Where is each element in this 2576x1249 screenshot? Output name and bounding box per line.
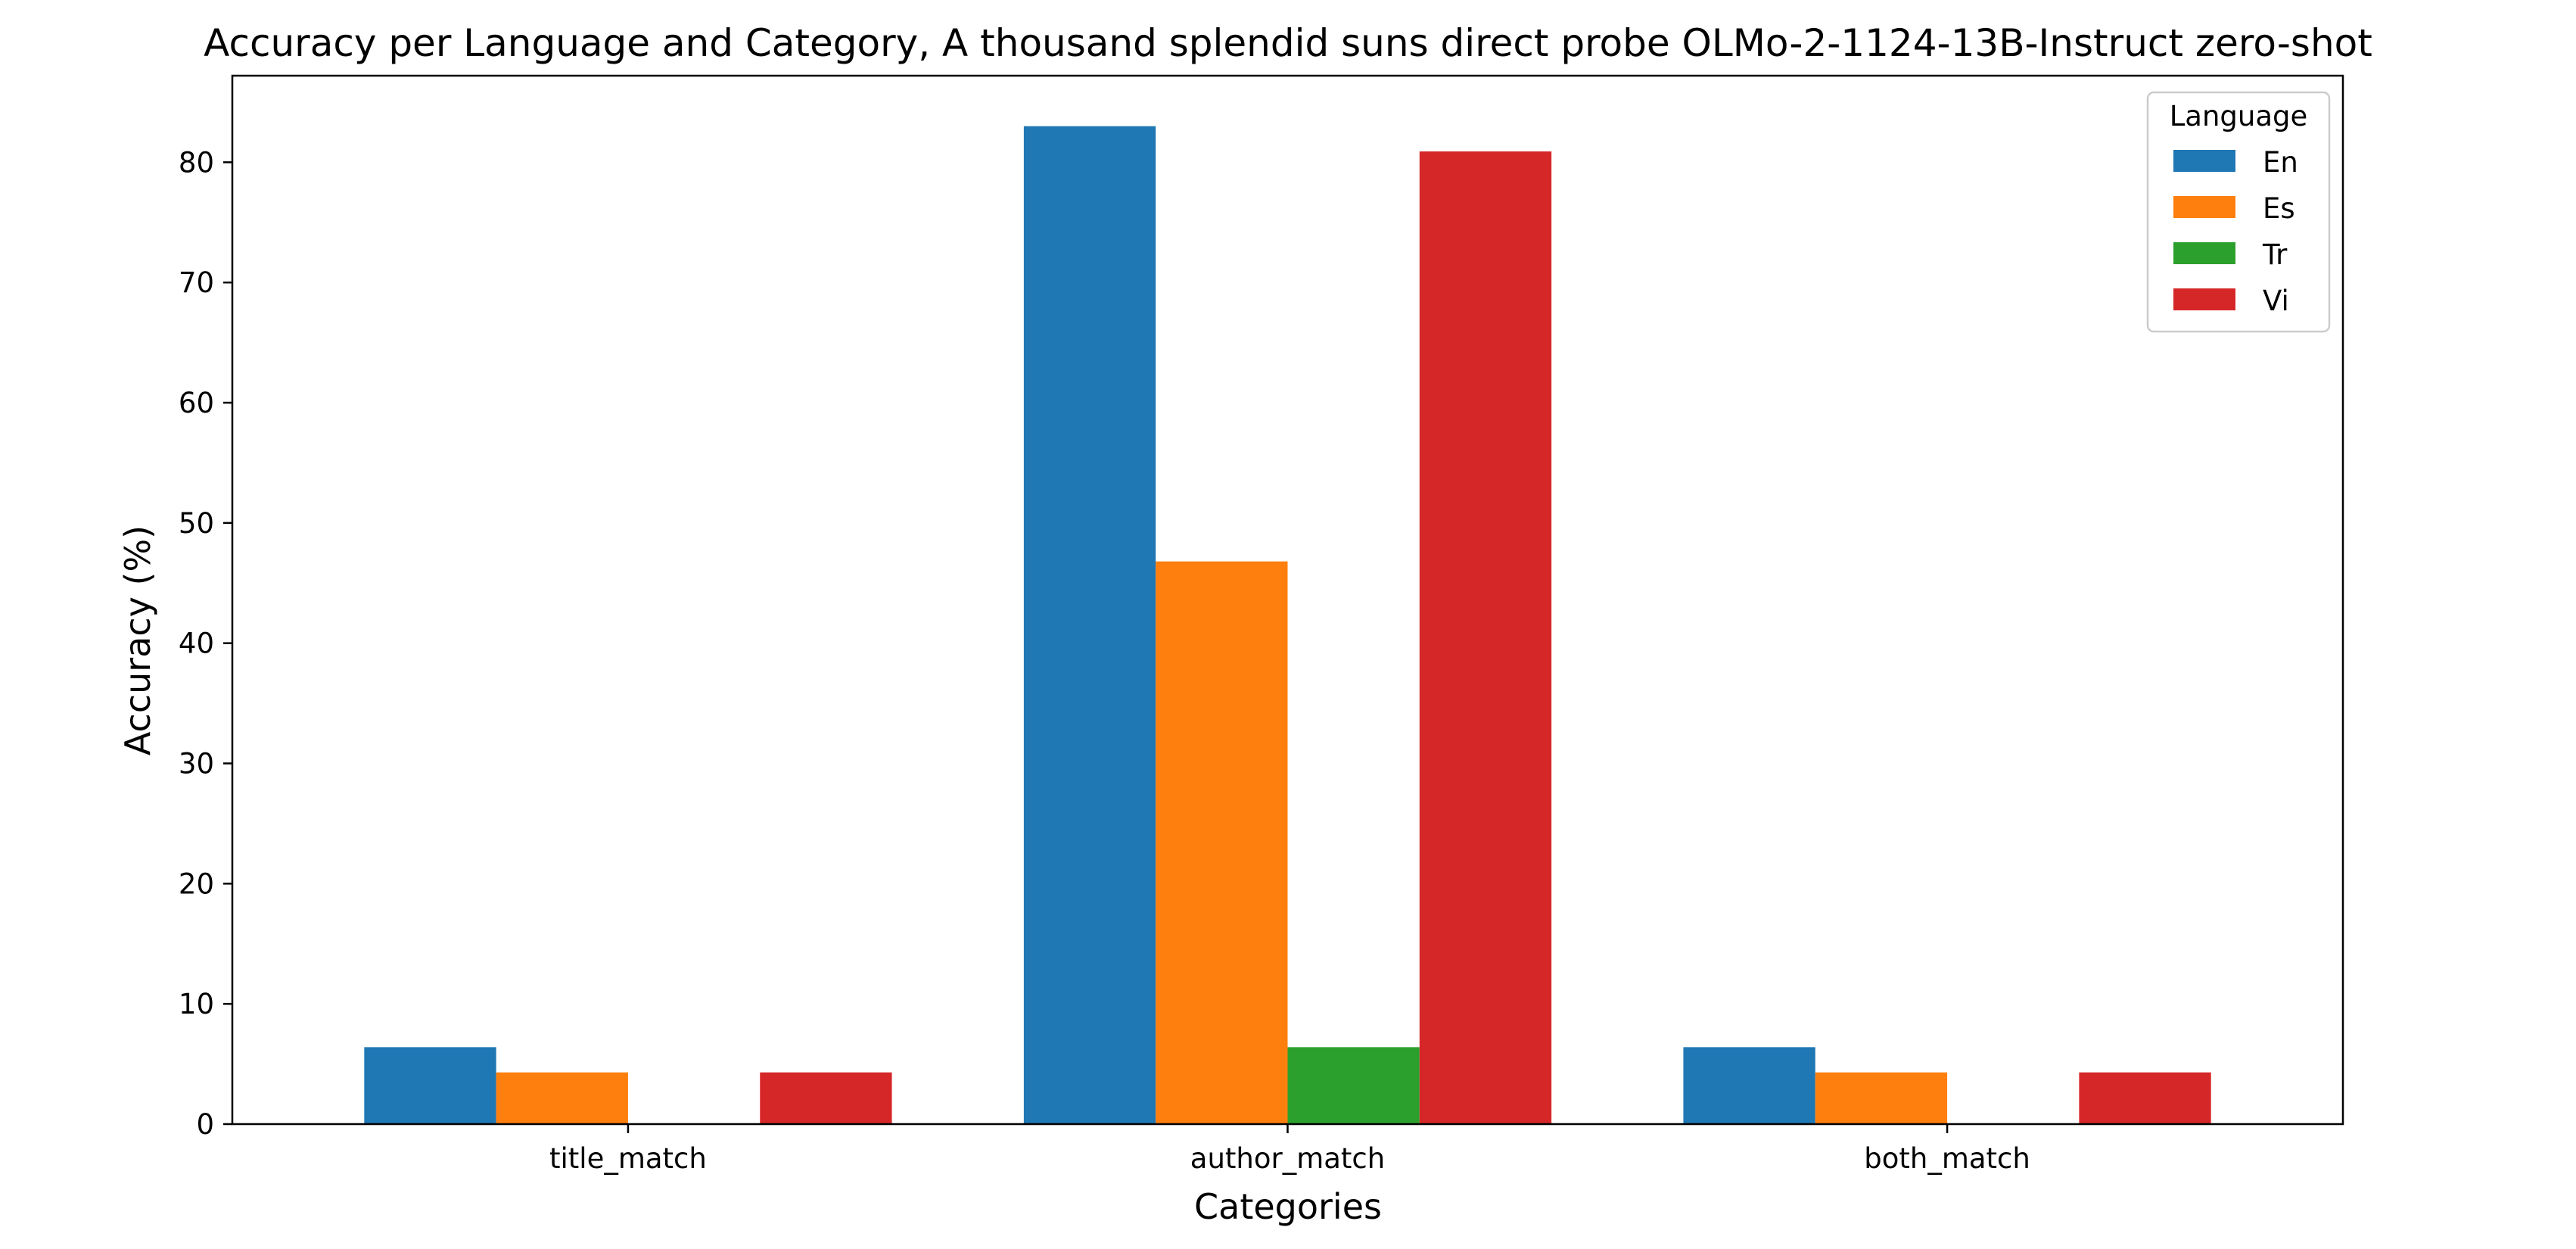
bar-vi-title_match bbox=[760, 1072, 892, 1124]
y-tick-label: 70 bbox=[179, 266, 214, 299]
legend: Language En Es Tr Vi bbox=[2146, 91, 2331, 333]
legend-swatch-es bbox=[2173, 196, 2235, 218]
bar-vi-author_match bbox=[1419, 151, 1552, 1124]
legend-swatch-en bbox=[2173, 150, 2235, 172]
legend-swatch-tr bbox=[2173, 242, 2235, 264]
x-tick-label: author_match bbox=[1190, 1142, 1385, 1175]
y-tick-label: 50 bbox=[179, 507, 214, 540]
x-tick-label: title_match bbox=[549, 1142, 707, 1175]
legend-swatch-vi bbox=[2173, 288, 2235, 310]
bar-tr-author_match bbox=[1287, 1047, 1420, 1124]
bar-es-title_match bbox=[496, 1072, 628, 1124]
y-tick-label: 20 bbox=[179, 867, 214, 900]
y-tick-label: 30 bbox=[179, 748, 214, 780]
y-tick-label: 40 bbox=[179, 628, 214, 660]
y-tick-label: 80 bbox=[179, 146, 214, 179]
bar-en-both_match bbox=[1683, 1047, 1815, 1124]
bar-vi-both_match bbox=[2079, 1072, 2211, 1124]
y-tick-label: 60 bbox=[179, 387, 214, 419]
x-axis-label: Categories bbox=[1194, 1186, 1382, 1227]
legend-label-tr: Tr bbox=[2262, 238, 2288, 271]
bar-en-author_match bbox=[1023, 126, 1156, 1124]
bar-es-both_match bbox=[1815, 1072, 1948, 1124]
y-axis-label: Accuracy (%) bbox=[117, 525, 158, 755]
legend-title: Language bbox=[2170, 100, 2308, 132]
chart-title: Accuracy per Language and Category, A th… bbox=[204, 21, 2372, 65]
y-tick-label: 10 bbox=[179, 988, 214, 1020]
x-tick-label: both_match bbox=[1864, 1142, 2030, 1175]
plot-area: 0 10 20 30 40 50 60 70 80 title_match author_match… bbox=[179, 74, 2344, 1175]
bar-en-title_match bbox=[364, 1047, 496, 1124]
bar-es-author_match bbox=[1156, 561, 1288, 1124]
legend-label-en: En bbox=[2263, 146, 2298, 179]
legend-label-es: Es bbox=[2263, 192, 2295, 225]
legend-label-vi: Vi bbox=[2263, 285, 2289, 317]
y-tick-label: 0 bbox=[196, 1108, 214, 1141]
